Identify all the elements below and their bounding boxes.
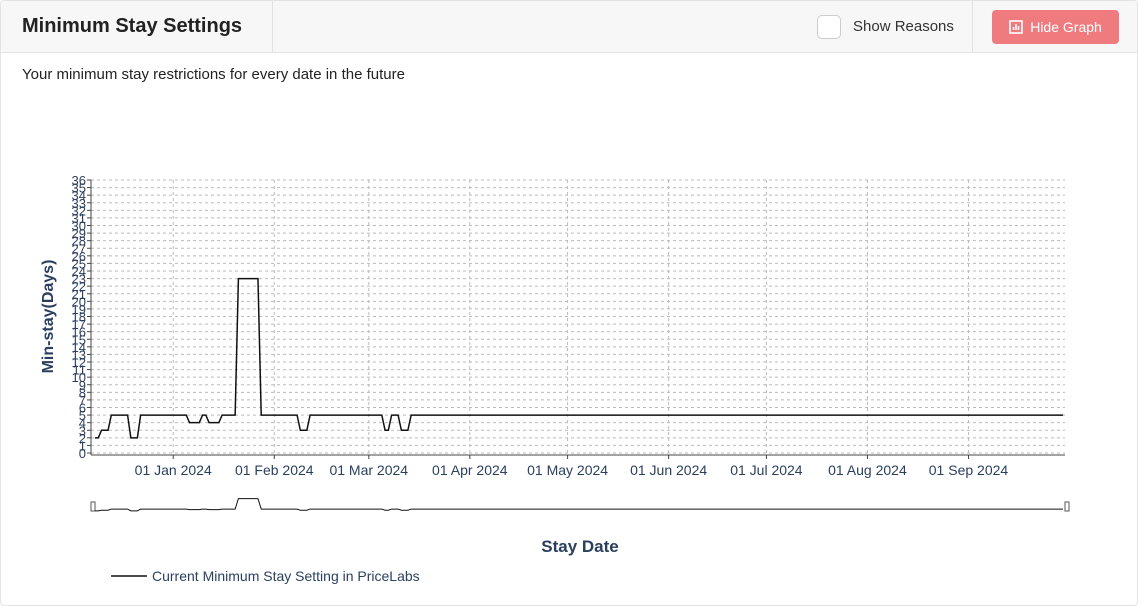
divider xyxy=(972,1,973,52)
x-tick-label: 01 Jun 2024 xyxy=(630,462,707,478)
y-tick-label: 6 xyxy=(79,401,86,416)
x-tick-label: 01 Jan 2024 xyxy=(135,462,212,478)
y-tick-label: 1 xyxy=(79,438,86,453)
button-label[interactable]: Hide Graph xyxy=(1030,19,1102,35)
y-tick-label: 4 xyxy=(79,416,86,431)
y-tick-label: 11 xyxy=(73,363,87,378)
y-tick-label: 27 xyxy=(72,241,86,256)
y-tick-label: 36 xyxy=(72,173,86,188)
header: Minimum Stay Settings Show Reasons Hide … xyxy=(1,1,1137,53)
y-tick-label: 25 xyxy=(72,256,86,271)
y-tick-label: 23 xyxy=(72,272,86,287)
y-tick-label: 35 xyxy=(72,181,86,196)
x-tick-label: 01 Apr 2024 xyxy=(432,462,508,478)
y-tick-label: 5 xyxy=(79,408,86,423)
y-tick-label: 22 xyxy=(72,279,86,294)
y-tick-label: 20 xyxy=(72,294,86,309)
y-axis-title: Min-stay(Days) xyxy=(40,260,57,374)
checkbox[interactable] xyxy=(817,15,841,39)
y-tick-label: 32 xyxy=(72,203,86,218)
y-tick-label: 21 xyxy=(72,287,86,302)
y-tick-label: 2 xyxy=(79,431,86,446)
range-handle xyxy=(1064,501,1070,512)
range-slider-line xyxy=(95,498,1063,512)
hide-graph-button[interactable]: Hide Graph xyxy=(992,10,1119,44)
x-tick-label: 01 May 2024 xyxy=(527,462,608,478)
y-tick-label: 18 xyxy=(72,310,86,325)
x-tick-label: 01 Aug 2024 xyxy=(828,462,907,478)
y-tick-label: 24 xyxy=(72,264,86,279)
divider xyxy=(272,1,273,52)
y-tick-label: 28 xyxy=(72,234,86,249)
y-tick-label: 17 xyxy=(72,317,86,332)
y-tick-label: 7 xyxy=(79,393,86,408)
y-tick-label: 16 xyxy=(72,325,86,340)
y-tick-label: 0 xyxy=(79,446,86,461)
y-tick-label: 3 xyxy=(79,423,86,438)
y-tick-label: 14 xyxy=(72,340,86,355)
x-tick-label: 01 Jul 2024 xyxy=(730,462,803,478)
y-tick-label: 13 xyxy=(72,347,86,362)
x-tick-label: 01 Sep 2024 xyxy=(929,462,1009,478)
x-tick-label: 01 Mar 2024 xyxy=(329,462,408,478)
title: Minimum Stay Settings xyxy=(22,15,243,37)
y-tick-label: 8 xyxy=(79,385,86,400)
y-tick-label: 9 xyxy=(79,378,86,393)
y-tick-label: 10 xyxy=(72,370,86,385)
y-tick-label: 26 xyxy=(72,249,86,264)
data-line xyxy=(95,277,1063,439)
y-tick-label: 12 xyxy=(72,355,86,370)
y-tick-label: 19 xyxy=(72,302,86,317)
range-handle xyxy=(90,501,96,512)
y-tick-label: 15 xyxy=(72,332,86,347)
checkbox-label[interactable]: Show Reasons xyxy=(853,18,954,35)
graph-icon xyxy=(1009,20,1024,34)
y-tick-label: 30 xyxy=(72,219,86,234)
description: Your minimum stay restrictions for every… xyxy=(22,66,405,83)
y-tick-label: 33 xyxy=(72,196,86,211)
legend-label: Current Minimum Stay Setting in PriceLab… xyxy=(152,568,420,584)
y-tick-label: 34 xyxy=(72,188,86,203)
x-tick-label: 01 Feb 2024 xyxy=(235,462,314,478)
x-axis-title: Stay Date xyxy=(541,537,618,556)
y-tick-label: 29 xyxy=(72,226,86,241)
y-tick-label: 31 xyxy=(72,211,86,226)
